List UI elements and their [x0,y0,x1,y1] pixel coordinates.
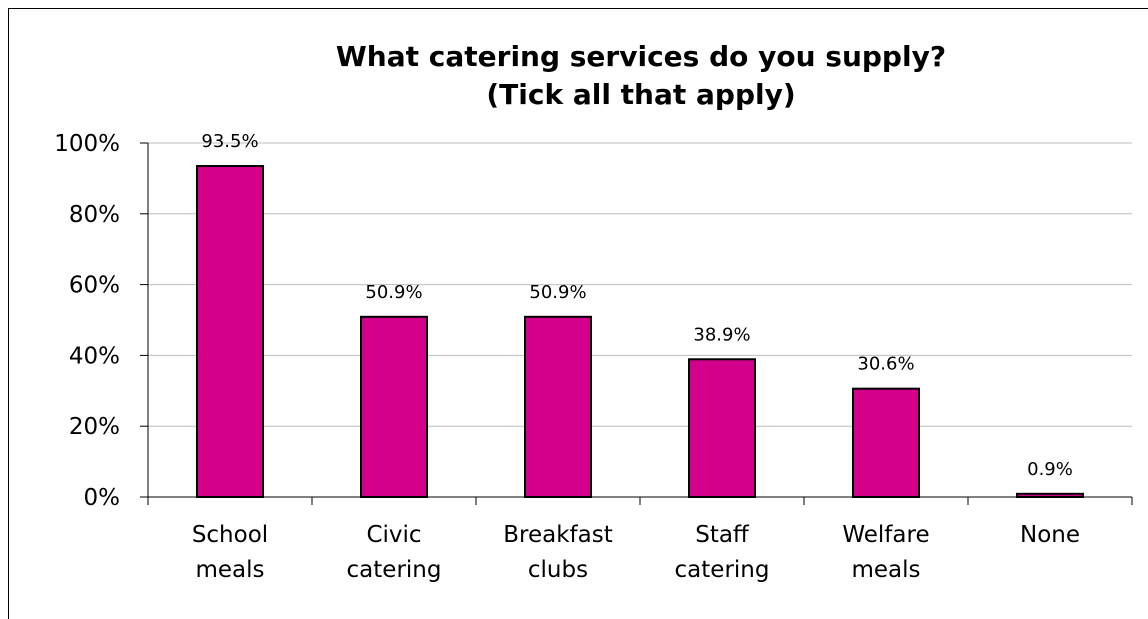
data-label: 50.9% [365,282,422,303]
y-tick-label: 40% [69,343,120,369]
y-tick-label: 100% [54,131,120,157]
category-label: None [1020,522,1080,548]
category-label: Welfare [842,522,929,548]
category-label: meals [851,557,920,583]
chart-title-line-1: What catering services do you supply? [335,40,947,73]
category-label: School [192,522,268,548]
category-label: Staff [695,522,750,548]
y-tick-label: 80% [69,202,120,228]
y-tick-label: 20% [69,414,120,440]
category-label: clubs [528,557,588,583]
bar [196,165,264,498]
y-tick-label: 60% [69,273,120,299]
data-label: 0.9% [1027,459,1073,480]
chart-title: What catering services do you supply? (T… [148,38,1134,114]
category-label: Civic [366,522,421,548]
data-label: 50.9% [529,282,586,303]
y-tick-label: 0% [84,485,121,511]
data-label: 38.9% [693,324,750,345]
category-label: catering [675,557,770,583]
bar [688,358,756,498]
bar [852,387,920,498]
bar [360,315,428,498]
data-label: 30.6% [857,354,914,375]
category-label: catering [347,557,442,583]
chart-title-line-2: (Tick all that apply) [486,78,796,111]
bar [524,315,592,498]
data-label: 93.5% [201,131,258,152]
category-label: meals [195,557,264,583]
category-label: Breakfast [503,522,613,548]
